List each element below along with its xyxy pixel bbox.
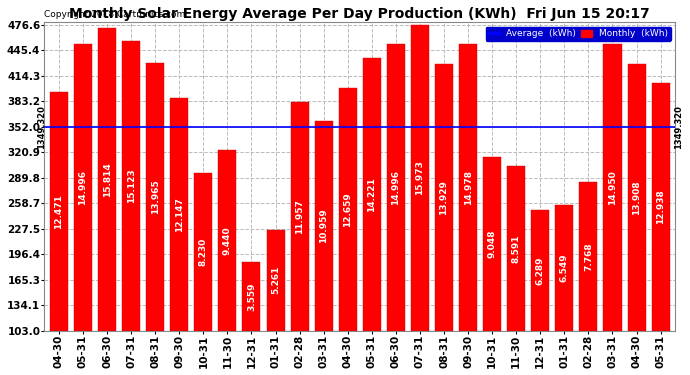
- Text: 6.549: 6.549: [560, 254, 569, 282]
- Bar: [266, 230, 284, 330]
- Text: 9.048: 9.048: [488, 230, 497, 258]
- Legend: Average  (kWh), Monthly  (kWh): Average (kWh), Monthly (kWh): [486, 27, 671, 41]
- Text: 14.950: 14.950: [608, 170, 617, 205]
- Text: 14.996: 14.996: [79, 170, 88, 204]
- Bar: [315, 121, 333, 330]
- Text: 15.123: 15.123: [127, 168, 136, 203]
- Text: 12.659: 12.659: [343, 192, 353, 227]
- Bar: [290, 102, 308, 330]
- Bar: [411, 25, 429, 330]
- Text: 7.768: 7.768: [584, 242, 593, 270]
- Text: 11.957: 11.957: [295, 199, 304, 234]
- Bar: [122, 41, 140, 330]
- Bar: [555, 205, 573, 330]
- Bar: [50, 92, 68, 330]
- Bar: [195, 173, 213, 330]
- Bar: [580, 182, 598, 330]
- Text: 5.261: 5.261: [271, 266, 280, 294]
- Title: Monthly Solar Energy Average Per Day Production (KWh)  Fri Jun 15 20:17: Monthly Solar Energy Average Per Day Pro…: [70, 7, 650, 21]
- Text: 15.973: 15.973: [415, 160, 424, 195]
- Bar: [387, 44, 405, 330]
- Text: 14.221: 14.221: [367, 177, 376, 212]
- Bar: [339, 88, 357, 330]
- Bar: [98, 28, 116, 330]
- Bar: [242, 262, 261, 330]
- Bar: [483, 158, 501, 330]
- Bar: [507, 166, 525, 330]
- Bar: [651, 83, 670, 330]
- Bar: [459, 44, 477, 330]
- Text: 14.996: 14.996: [391, 170, 400, 204]
- Text: 10.959: 10.959: [319, 208, 328, 243]
- Text: 12.938: 12.938: [656, 189, 665, 224]
- Bar: [74, 44, 92, 330]
- Bar: [170, 98, 188, 330]
- Bar: [218, 150, 237, 330]
- Text: 15.814: 15.814: [103, 162, 112, 196]
- Bar: [604, 45, 622, 330]
- Text: 14.978: 14.978: [464, 170, 473, 205]
- Bar: [363, 58, 381, 330]
- Text: 12.471: 12.471: [55, 194, 63, 229]
- Bar: [435, 64, 453, 330]
- Text: 1349.320: 1349.320: [674, 105, 683, 149]
- Text: 9.440: 9.440: [223, 226, 232, 255]
- Bar: [627, 64, 646, 330]
- Text: 8.591: 8.591: [512, 234, 521, 262]
- Text: 13.908: 13.908: [632, 180, 641, 215]
- Text: 3.559: 3.559: [247, 282, 256, 311]
- Text: 6.289: 6.289: [536, 256, 545, 285]
- Text: 12.147: 12.147: [175, 197, 184, 232]
- Text: 1349.320: 1349.320: [37, 105, 46, 149]
- Text: 8.230: 8.230: [199, 238, 208, 266]
- Bar: [531, 210, 549, 330]
- Text: 13.965: 13.965: [150, 180, 159, 214]
- Bar: [146, 63, 164, 330]
- Text: Copyright 2018 Cartronics.com: Copyright 2018 Cartronics.com: [44, 10, 186, 19]
- Text: 13.929: 13.929: [440, 180, 449, 215]
